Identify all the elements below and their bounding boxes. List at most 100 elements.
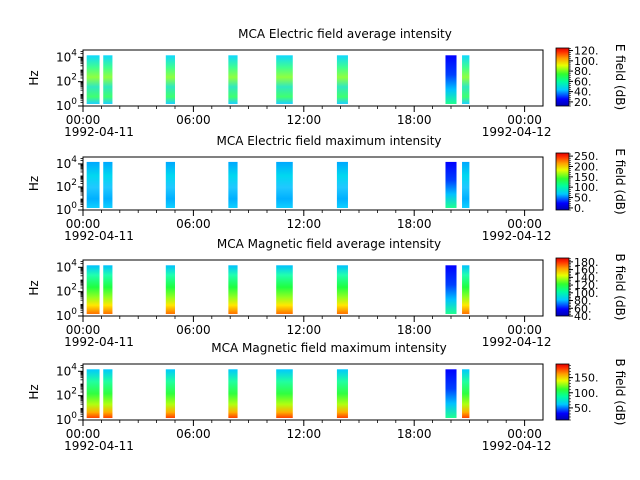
y-tick-label: 102 bbox=[56, 73, 77, 89]
time-block bbox=[336, 369, 348, 418]
time-block bbox=[86, 265, 100, 314]
colorbar-tick-label: 150. bbox=[574, 372, 599, 385]
x-tick-label: 12:00 bbox=[287, 323, 322, 337]
colorbar bbox=[556, 153, 569, 210]
colorbar-tick-label: 180. bbox=[574, 256, 599, 269]
x-tick-label: 00:00 bbox=[507, 323, 542, 337]
time-block bbox=[276, 55, 293, 104]
plot-frame bbox=[82, 156, 544, 211]
end-date-label: 1992-04-12 bbox=[482, 125, 552, 139]
time-block bbox=[103, 265, 113, 314]
end-date-label: 1992-04-12 bbox=[482, 335, 552, 349]
y-tick-label: 100 bbox=[56, 411, 77, 427]
colorbar-label: E field (dB) bbox=[613, 44, 627, 110]
colorbar-tick-label: 160. bbox=[574, 264, 599, 277]
time-block bbox=[86, 161, 100, 208]
time-block bbox=[276, 369, 293, 418]
colorbar-tick-label: 120. bbox=[574, 279, 599, 292]
time-block bbox=[86, 369, 100, 418]
x-tick-label: 06:00 bbox=[176, 217, 211, 231]
x-tick-label: 00:00 bbox=[66, 113, 101, 127]
colorbar-frame bbox=[555, 257, 570, 317]
end-date-label: 1992-04-12 bbox=[482, 439, 552, 453]
colorbar-tick-label: 100. bbox=[574, 387, 599, 400]
x-tick-label: 00:00 bbox=[507, 113, 542, 127]
colorbar-tick-label: 40. bbox=[574, 310, 592, 323]
colorbar-tick-label: 80. bbox=[574, 295, 592, 308]
colorbar-tick-label: 0. bbox=[574, 202, 585, 215]
panel-title: MCA Electric field average intensity bbox=[238, 27, 452, 41]
colorbar-tick-label: 100. bbox=[574, 55, 599, 68]
panel-title: MCA Magnetic field average intensity bbox=[217, 237, 441, 251]
y-tick-label: 104 bbox=[56, 258, 77, 274]
start-date-label: 1992-04-11 bbox=[64, 335, 134, 349]
time-block bbox=[445, 265, 457, 314]
x-tick-label: 18:00 bbox=[397, 427, 432, 441]
colorbar-tick-label: 60. bbox=[574, 75, 592, 88]
time-block bbox=[228, 55, 238, 104]
colorbar-tick-label: 140. bbox=[574, 271, 599, 284]
x-tick-label: 12:00 bbox=[287, 427, 322, 441]
colorbar-tick-label: 100. bbox=[574, 287, 599, 300]
colorbar-tick-label: 250. bbox=[574, 150, 599, 163]
x-tick-label: 18:00 bbox=[397, 113, 432, 127]
colorbar-tick-label: 150. bbox=[574, 171, 599, 184]
colorbar-frame bbox=[555, 363, 570, 421]
colorbar-tick-label: 200. bbox=[574, 160, 599, 173]
colorbar-label: B field (dB) bbox=[613, 254, 627, 321]
x-tick-label: 18:00 bbox=[397, 217, 432, 231]
time-block bbox=[228, 369, 238, 418]
time-block bbox=[462, 265, 470, 314]
y-tick-label: 102 bbox=[56, 178, 77, 194]
time-block bbox=[462, 369, 470, 418]
x-tick-label: 06:00 bbox=[176, 323, 211, 337]
spectrogram-panel-1: MCA Electric field average intensity 100 1… bbox=[27, 27, 627, 139]
y-tick-label: 100 bbox=[56, 201, 77, 217]
colorbar-tick-label: 20. bbox=[574, 96, 592, 109]
time-block bbox=[445, 161, 457, 208]
y-tick-label: 102 bbox=[56, 387, 77, 403]
colorbar-tick-label: 50. bbox=[574, 402, 592, 415]
time-block bbox=[336, 161, 348, 208]
colorbar-tick-label: 60. bbox=[574, 302, 592, 315]
time-block bbox=[445, 55, 457, 104]
time-block bbox=[103, 369, 113, 418]
colorbar-tick-label: 100. bbox=[574, 181, 599, 194]
colorbar-frame bbox=[555, 152, 570, 211]
time-block bbox=[86, 55, 100, 104]
y-axis-label: Hz bbox=[27, 70, 41, 85]
panel-title: MCA Electric field maximum intensity bbox=[216, 134, 441, 148]
colorbar-tick-label: 50. bbox=[574, 192, 592, 205]
start-date-label: 1992-04-11 bbox=[64, 229, 134, 243]
start-date-label: 1992-04-11 bbox=[64, 125, 134, 139]
time-block bbox=[103, 161, 113, 208]
time-block bbox=[165, 369, 175, 418]
x-tick-label: 00:00 bbox=[66, 217, 101, 231]
time-block bbox=[165, 265, 175, 314]
y-tick-label: 104 bbox=[56, 155, 77, 171]
y-tick-label: 104 bbox=[56, 48, 77, 64]
start-date-label: 1992-04-11 bbox=[64, 439, 134, 453]
spectrogram-panel-4: MCA Magnetic field maximum intensity 100 1… bbox=[27, 341, 627, 453]
colorbar bbox=[556, 258, 569, 316]
x-tick-label: 06:00 bbox=[176, 427, 211, 441]
time-block bbox=[228, 161, 238, 208]
time-block bbox=[462, 55, 470, 104]
x-tick-label: 18:00 bbox=[397, 323, 432, 337]
x-tick-label: 00:00 bbox=[66, 323, 101, 337]
x-tick-label: 00:00 bbox=[507, 217, 542, 231]
end-date-label: 1992-04-12 bbox=[482, 229, 552, 243]
y-tick-label: 100 bbox=[56, 97, 77, 113]
x-tick-label: 12:00 bbox=[287, 113, 322, 127]
time-block bbox=[276, 265, 293, 314]
colorbar-label: E field (dB) bbox=[613, 148, 627, 214]
spectrogram-panel-2: MCA Electric field maximum intensity 100 1… bbox=[27, 134, 627, 243]
x-tick-label: 00:00 bbox=[66, 427, 101, 441]
time-block bbox=[276, 161, 293, 208]
time-block bbox=[462, 161, 470, 208]
plot-frame bbox=[82, 363, 544, 421]
time-block bbox=[336, 55, 348, 104]
spectrogram-panel-3: MCA Magnetic field average intensity 100 1… bbox=[27, 237, 627, 349]
time-block bbox=[228, 265, 238, 314]
